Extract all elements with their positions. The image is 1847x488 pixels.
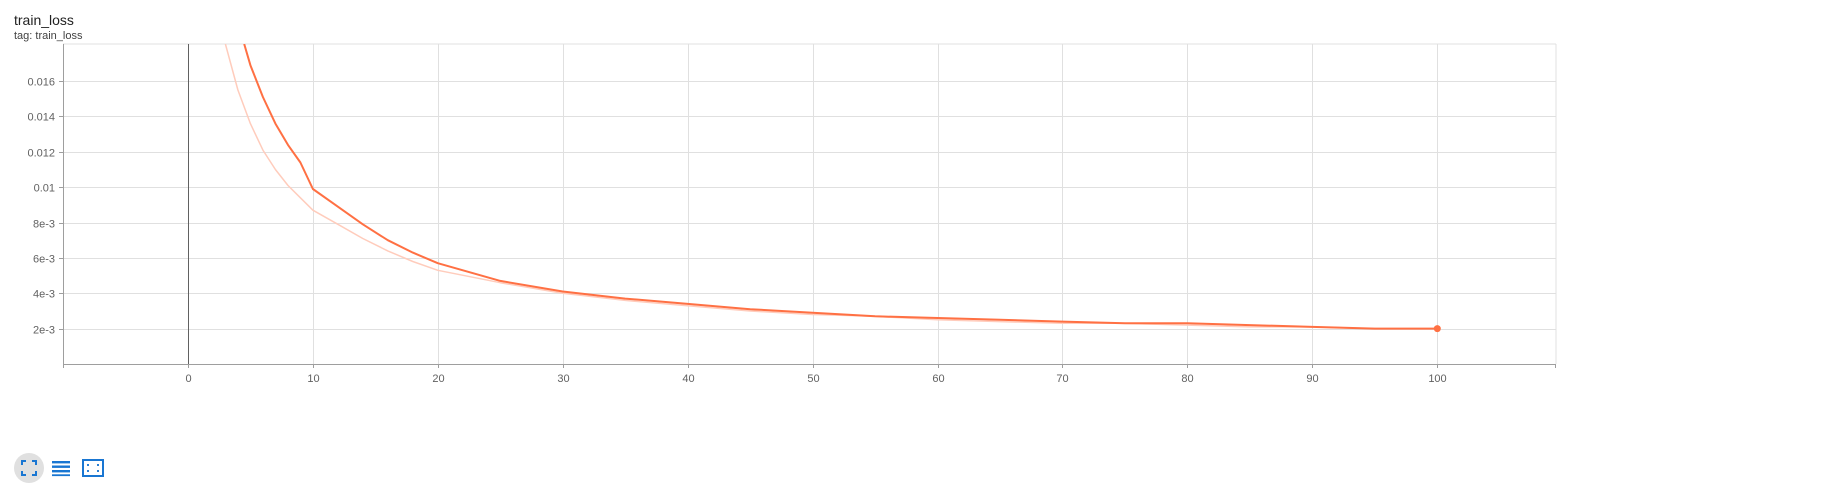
- y-tick-label: 4e-3: [33, 289, 55, 301]
- fit-domain-icon: [82, 459, 104, 477]
- chart-title: train_loss: [14, 12, 74, 28]
- last-point-marker: [1433, 325, 1441, 333]
- x-tick-label: 50: [807, 373, 819, 385]
- series-line-smoothed: [243, 44, 1438, 330]
- fit-domain-button[interactable]: [78, 453, 108, 483]
- chart-tag: tag: train_loss: [14, 30, 83, 42]
- x-tick-label: 40: [682, 373, 694, 385]
- card-header: train_loss tag: train_loss: [14, 12, 82, 43]
- x-tick-label: 10: [307, 373, 319, 385]
- series-line-raw: [224, 44, 1438, 330]
- y-tick-label: 6e-3: [33, 254, 55, 266]
- x-tick-label: 90: [1306, 373, 1318, 385]
- x-tick-label: 60: [932, 373, 944, 385]
- y-tick-label: 0.01: [34, 183, 55, 195]
- x-tick-label: 70: [1056, 373, 1068, 385]
- fullscreen-button[interactable]: [14, 453, 44, 483]
- y-tick-label: 2e-3: [33, 325, 55, 337]
- y-tick-label: 8e-3: [33, 219, 55, 231]
- x-tick-label: 80: [1181, 373, 1193, 385]
- data-table-icon: [52, 461, 70, 477]
- data-table-button[interactable]: [46, 453, 76, 483]
- x-tick-label: 0: [185, 373, 191, 385]
- y-tick-label: 0.012: [27, 148, 55, 160]
- y-tick-label: 0.014: [27, 112, 55, 124]
- x-tick-label: 30: [557, 373, 569, 385]
- x-tick-label: 100: [1428, 373, 1446, 385]
- y-tick-label: 0.016: [27, 77, 55, 89]
- fullscreen-icon: [21, 460, 37, 476]
- x-tick-label: 20: [432, 373, 444, 385]
- chart-toolbar: [14, 453, 110, 483]
